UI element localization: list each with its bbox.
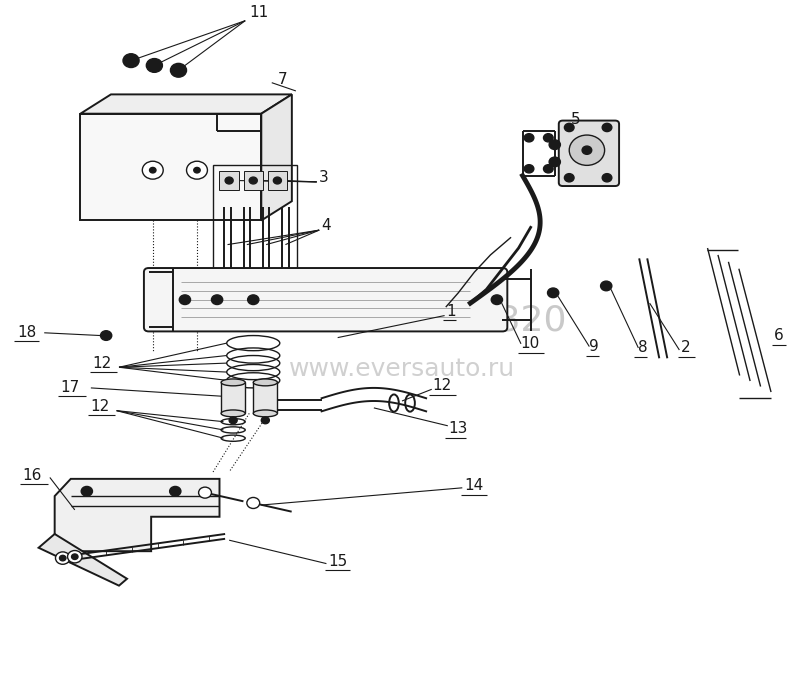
- Text: 15: 15: [328, 554, 347, 569]
- Circle shape: [198, 487, 211, 498]
- Circle shape: [247, 295, 259, 305]
- Ellipse shape: [253, 379, 277, 386]
- Text: 13: 13: [448, 421, 467, 436]
- Circle shape: [569, 135, 604, 165]
- Text: 17: 17: [60, 380, 79, 395]
- Circle shape: [491, 295, 502, 305]
- Text: www.eversauto.ru: www.eversauto.ru: [288, 357, 515, 380]
- Polygon shape: [80, 114, 261, 220]
- Polygon shape: [221, 382, 245, 413]
- Text: 10: 10: [520, 336, 539, 351]
- Polygon shape: [243, 171, 263, 190]
- Polygon shape: [253, 382, 277, 413]
- Circle shape: [564, 123, 573, 132]
- Text: 14: 14: [464, 478, 483, 493]
- Circle shape: [55, 552, 70, 564]
- Circle shape: [123, 54, 139, 68]
- Ellipse shape: [221, 410, 245, 417]
- Circle shape: [601, 123, 611, 132]
- Circle shape: [273, 177, 281, 184]
- Circle shape: [548, 140, 560, 150]
- Polygon shape: [219, 171, 238, 190]
- Circle shape: [225, 177, 233, 184]
- Text: 18: 18: [18, 325, 37, 340]
- Text: 3: 3: [319, 170, 328, 185]
- Circle shape: [67, 551, 82, 563]
- Circle shape: [543, 134, 552, 142]
- Circle shape: [547, 288, 558, 298]
- Circle shape: [81, 486, 92, 496]
- Circle shape: [149, 167, 156, 173]
- Text: 9: 9: [588, 339, 597, 354]
- Circle shape: [211, 295, 222, 305]
- Text: 4: 4: [321, 218, 331, 234]
- Circle shape: [179, 295, 190, 305]
- Circle shape: [543, 165, 552, 173]
- Circle shape: [564, 174, 573, 182]
- Circle shape: [229, 417, 237, 424]
- FancyBboxPatch shape: [558, 121, 618, 186]
- Circle shape: [600, 281, 611, 291]
- Circle shape: [249, 177, 257, 184]
- Text: 5: 5: [570, 112, 580, 127]
- Polygon shape: [267, 171, 287, 190]
- Circle shape: [247, 497, 259, 508]
- FancyBboxPatch shape: [144, 268, 507, 331]
- Circle shape: [524, 165, 533, 173]
- Text: 2: 2: [680, 340, 690, 356]
- Circle shape: [100, 331, 112, 340]
- Circle shape: [142, 161, 163, 179]
- Circle shape: [169, 486, 181, 496]
- Text: +7 912 80 78 320: +7 912 80 78 320: [237, 303, 566, 338]
- Text: 6: 6: [773, 328, 783, 343]
- Circle shape: [261, 417, 269, 424]
- Circle shape: [581, 146, 591, 154]
- Text: 11: 11: [249, 5, 268, 20]
- Circle shape: [170, 63, 186, 77]
- Text: 12: 12: [92, 356, 112, 371]
- Circle shape: [548, 157, 560, 167]
- Circle shape: [59, 555, 66, 561]
- Text: 12: 12: [90, 399, 109, 414]
- Circle shape: [601, 174, 611, 182]
- Circle shape: [71, 554, 78, 559]
- Text: 1: 1: [446, 304, 455, 319]
- Polygon shape: [80, 94, 291, 114]
- Circle shape: [194, 167, 200, 173]
- Ellipse shape: [221, 379, 245, 386]
- Text: 7: 7: [277, 72, 287, 87]
- Text: 8: 8: [637, 340, 646, 356]
- Ellipse shape: [253, 410, 277, 417]
- Polygon shape: [55, 479, 219, 551]
- Circle shape: [146, 59, 162, 72]
- Polygon shape: [39, 534, 127, 586]
- Polygon shape: [261, 94, 291, 220]
- Text: 16: 16: [22, 468, 42, 483]
- Circle shape: [524, 134, 533, 142]
- Text: 12: 12: [432, 378, 451, 393]
- Circle shape: [186, 161, 207, 179]
